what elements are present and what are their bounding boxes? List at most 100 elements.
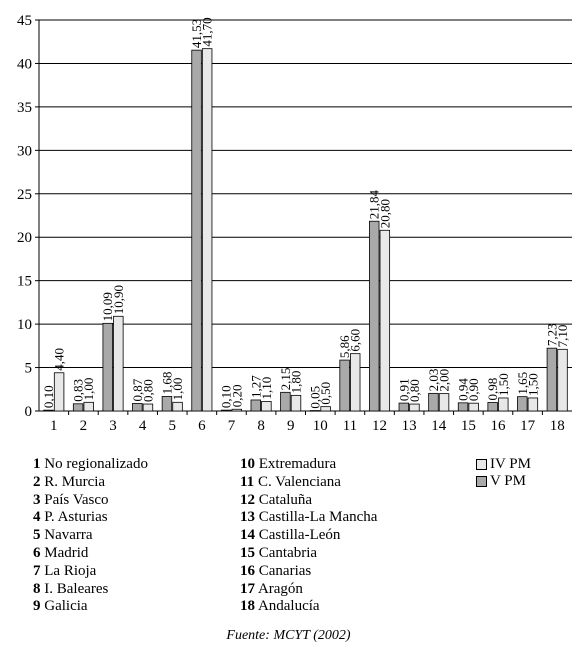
data-label: 0,87 [130, 378, 145, 401]
region-legend-item: 8 I. Baleares [33, 580, 109, 597]
x-tick-label: 16 [490, 418, 506, 434]
bar-v-pm [250, 399, 261, 412]
data-label: 10,90 [111, 285, 126, 314]
bar-iv-pm [468, 402, 479, 412]
data-label: 6,60 [348, 329, 363, 352]
bar-iv-pm [172, 401, 183, 412]
bar-v-pm [369, 220, 380, 412]
x-tick-label: 18 [550, 418, 565, 434]
legend-item-iv-pm: IV PM [476, 456, 531, 473]
data-label: 1,27 [248, 375, 263, 398]
data-label: 2,00 [437, 369, 452, 392]
bar-v-pm [132, 403, 143, 412]
region-legend-item: 6 Madrid [33, 544, 89, 561]
bar-chart: 05101520253035404510,104,4020,831,00310,… [17, 13, 572, 434]
legend-label: V PM [490, 473, 526, 489]
data-label: 7,10 [555, 325, 570, 348]
x-tick-label: 11 [343, 418, 357, 434]
x-tick-label: 10 [313, 418, 328, 434]
bar-v-pm [546, 347, 558, 412]
data-label: 0,50 [318, 382, 333, 405]
data-label: 21,84 [367, 189, 382, 219]
region-legend-item: 10 Extremadura [240, 456, 337, 472]
data-label: 1,50 [496, 373, 511, 396]
bar-v-pm [161, 396, 173, 412]
data-label: 0,10 [219, 385, 234, 408]
data-label: 1,00 [81, 378, 96, 401]
bar-v-pm [43, 409, 54, 412]
region-legend-item: 3 País Vasco [33, 491, 109, 508]
data-label: 2,15 [278, 368, 293, 391]
bar-v-pm [457, 402, 469, 412]
data-label: 41,53 [189, 19, 204, 48]
data-label: 1,68 [159, 372, 174, 395]
x-tick-label: 6 [198, 418, 206, 434]
y-tick-label: 40 [17, 56, 32, 72]
region-legend-item: 17 Aragón [240, 580, 303, 597]
y-tick-label: 25 [17, 187, 32, 203]
series-legend: IV PM V PM [476, 456, 531, 490]
data-label: 2,03 [426, 369, 441, 392]
data-label: 1,50 [525, 373, 540, 396]
data-label: 7,23 [544, 323, 559, 346]
region-legend-item: 13 Castilla-La Mancha [240, 509, 378, 526]
data-label: 41,70 [200, 17, 215, 46]
bar-v-pm [517, 396, 528, 412]
data-label: 5,86 [337, 335, 352, 358]
region-legend-item: 12 Cataluña [240, 491, 313, 508]
data-label: 1,65 [515, 372, 530, 395]
y-tick-label: 10 [17, 317, 32, 333]
bar-iv-pm [142, 403, 154, 412]
x-tick-label: 4 [139, 418, 147, 434]
data-label: 0,94 [456, 378, 471, 401]
region-legend-item: 7 La Rioja [33, 562, 97, 579]
region-legend-item: 16 Canarias [240, 562, 312, 579]
data-label: 0,83 [71, 379, 86, 402]
region-legend-item: 15 Cantabria [240, 544, 318, 561]
bar-iv-pm [527, 397, 539, 412]
data-label: 0,05 [308, 386, 323, 409]
x-tick-label: 17 [520, 418, 536, 434]
x-tick-label: 2 [80, 418, 88, 434]
bar-iv-pm [498, 397, 509, 412]
data-label: 0,10 [41, 385, 56, 408]
region-legend-item: 9 Galicia [33, 598, 88, 615]
bar-v-pm [220, 409, 232, 412]
bar-v-pm [428, 392, 439, 412]
bar-v-pm [339, 359, 350, 412]
source-note: Fuente: MCYT (2002) [226, 628, 351, 643]
bar-iv-pm [113, 315, 124, 412]
bar-iv-pm [438, 393, 450, 412]
x-tick-label: 13 [402, 418, 417, 434]
bar-v-pm [102, 322, 113, 412]
bar-iv-pm [83, 401, 94, 412]
data-label: 1,10 [259, 377, 274, 400]
bar-v-pm [487, 402, 498, 412]
bar-iv-pm [201, 48, 213, 412]
data-label: 0,80 [140, 379, 155, 402]
bar-v-pm [280, 391, 291, 412]
data-label: 20,80 [377, 199, 392, 228]
x-tick-label: 14 [431, 418, 447, 434]
data-label: 4,40 [52, 348, 67, 371]
x-tick-label: 5 [169, 418, 177, 434]
region-legend-right: 10 Extremadura 11 C. Valenciana 12 Catal… [240, 456, 377, 616]
x-tick-label: 15 [461, 418, 476, 434]
y-tick-label: 5 [25, 361, 33, 377]
legend-swatch [476, 476, 487, 487]
data-label: 0,80 [407, 379, 422, 402]
data-label: 0,98 [485, 378, 500, 401]
x-tick-label: 8 [257, 418, 265, 434]
x-tick-label: 1 [50, 418, 58, 434]
bar-v-pm [309, 410, 321, 412]
data-label: 0,91 [396, 378, 411, 401]
data-label: 1,80 [288, 371, 303, 394]
data-label: 0,20 [229, 385, 244, 408]
region-legend-item: 1 No regionalizado [33, 456, 148, 472]
bar-v-pm [398, 402, 410, 412]
y-tick-label: 35 [17, 100, 32, 116]
x-tick-label: 12 [372, 418, 387, 434]
data-label: 0,90 [466, 378, 481, 401]
x-tick-label: 9 [287, 418, 295, 434]
y-tick-label: 45 [17, 13, 32, 29]
